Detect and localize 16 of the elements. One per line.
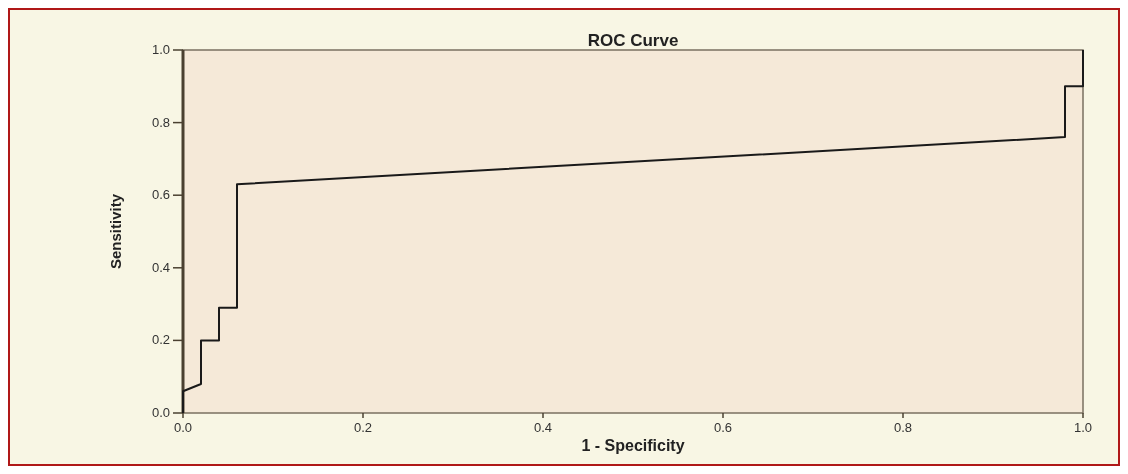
x-tick-label: 0.8	[893, 420, 913, 435]
y-tick-label: 0.0	[151, 405, 170, 420]
chart-title: ROC Curve	[587, 31, 679, 50]
x-tick-label: 1.0	[1073, 420, 1093, 435]
y-axis-title: Sensitivity	[107, 193, 124, 270]
x-tick-label: 0.6	[713, 420, 733, 435]
x-tick-label: 0.2	[353, 420, 373, 435]
y-tick-label: 0.6	[151, 187, 170, 203]
x-tick-label: 0.0	[173, 420, 193, 435]
line-series	[182, 49, 1084, 414]
y-tick-label: 0.4	[151, 259, 170, 275]
y-tick-label: 0.2	[151, 332, 170, 348]
y-tick-label: 1.0	[151, 42, 170, 57]
y-tick-label: 0.8	[151, 114, 170, 130]
x-axis-title: 1 - Specificity	[581, 437, 685, 454]
x-tick-label: 0.4	[533, 420, 553, 435]
